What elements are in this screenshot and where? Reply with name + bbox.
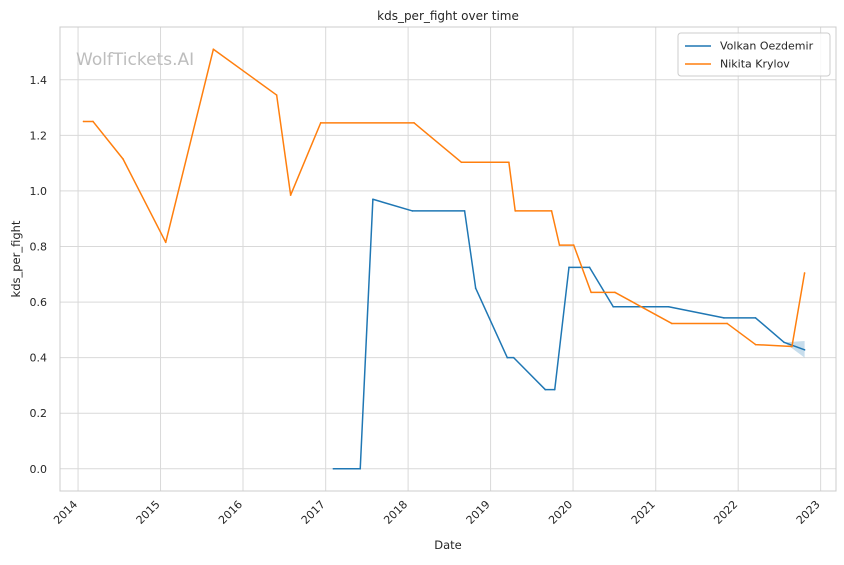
y-tick-label: 0.2 xyxy=(30,407,48,420)
data-point-nikita-krylov xyxy=(590,291,592,294)
legend-label-volkan: Volkan Oezdemir xyxy=(720,40,814,53)
y-tick-label: 1.2 xyxy=(30,129,48,142)
x-tick-label: 2016 xyxy=(216,498,245,527)
data-point-nikita-krylov xyxy=(92,120,94,123)
x-tick-labels: 2014 2015 2016 2017 2018 2019 2020 2021 2022 2023 xyxy=(51,498,823,527)
watermark-text: WolfTickets.AI xyxy=(76,50,194,70)
data-point-nikita-krylov xyxy=(803,272,806,274)
data-point-volkan-oezdemir xyxy=(568,266,570,269)
x-tick-label: 2019 xyxy=(464,498,493,527)
data-point-nikita-krylov xyxy=(572,244,575,246)
data-point-nikita-krylov xyxy=(550,210,553,212)
data-point-volkan-oezdemir xyxy=(754,317,757,319)
y-axis-label: kds_per_fight xyxy=(9,220,23,297)
data-point-volkan-oezdemir xyxy=(359,467,362,470)
data-point-nikita-krylov xyxy=(413,122,415,124)
confidence-band-volkan-oezdemir xyxy=(784,340,805,358)
y-tick-label: 0.8 xyxy=(30,240,48,253)
data-point-volkan-oezdemir xyxy=(588,266,591,269)
grid-lines xyxy=(60,27,836,491)
data-point-volkan-oezdemir xyxy=(506,356,509,359)
x-tick-label: 2018 xyxy=(381,498,410,527)
data-point-volkan-oezdemir xyxy=(372,198,374,201)
data-point-nikita-krylov xyxy=(726,322,728,325)
series-lines xyxy=(82,48,806,470)
x-tick-label: 2023 xyxy=(794,498,823,527)
legend-label-nikita: Nikita Krylov xyxy=(720,58,790,71)
data-point-volkan-oezdemir xyxy=(667,305,670,308)
x-tick-label: 2021 xyxy=(629,498,658,527)
y-tick-label: 1.4 xyxy=(30,74,48,87)
data-point-volkan-oezdemir xyxy=(332,467,335,470)
data-point-volkan-oezdemir xyxy=(512,356,515,359)
data-point-nikita-krylov xyxy=(275,94,278,96)
y-tick-labels: 0.0 0.2 0.4 0.6 0.8 1.0 1.2 1.4 xyxy=(30,74,48,476)
x-tick-label: 2022 xyxy=(711,498,740,527)
y-tick-label: 0.0 xyxy=(30,463,48,476)
y-tick-label: 0.4 xyxy=(30,352,48,365)
data-point-volkan-oezdemir xyxy=(553,388,556,391)
x-tick-label: 2017 xyxy=(299,498,328,527)
x-tick-label: 2014 xyxy=(51,498,80,527)
data-point-nikita-krylov xyxy=(558,244,561,246)
data-point-nikita-krylov xyxy=(614,291,616,294)
data-point-nikita-krylov xyxy=(319,122,322,124)
data-point-nikita-krylov xyxy=(514,210,517,212)
series-line-volkan-oezdemir xyxy=(333,198,805,470)
data-point-nikita-krylov xyxy=(670,322,673,325)
data-point-volkan-oezdemir xyxy=(612,305,615,308)
legend: Volkan Oezdemir Nikita Krylov xyxy=(677,32,831,77)
data-point-nikita-krylov xyxy=(212,48,215,51)
confidence-bands xyxy=(784,340,805,358)
y-tick-label: 1.0 xyxy=(30,185,48,198)
legend-box xyxy=(677,32,831,77)
plot-background xyxy=(60,27,836,491)
x-tick-label: 2015 xyxy=(134,498,163,527)
chart-title: kds_per_fight over time xyxy=(377,9,519,23)
data-point-nikita-krylov xyxy=(508,161,510,164)
data-point-volkan-oezdemir xyxy=(544,388,547,391)
x-tick-label: 2020 xyxy=(546,498,575,527)
data-point-nikita-krylov xyxy=(122,158,124,160)
data-point-nikita-krylov xyxy=(289,194,292,196)
y-tick-label: 0.6 xyxy=(30,296,48,309)
data-point-nikita-krylov xyxy=(791,345,793,348)
data-point-volkan-oezdemir xyxy=(803,349,806,351)
data-point-nikita-krylov xyxy=(164,241,167,244)
data-point-nikita-krylov xyxy=(460,161,463,164)
data-point-volkan-oezdemir xyxy=(474,287,477,289)
series-line-nikita-krylov xyxy=(83,48,806,348)
data-point-volkan-oezdemir xyxy=(723,317,725,319)
data-point-volkan-oezdemir xyxy=(411,210,414,212)
plot-frame xyxy=(59,26,837,492)
data-point-nikita-krylov xyxy=(754,343,757,346)
data-point-nikita-krylov xyxy=(82,120,85,123)
data-point-volkan-oezdemir xyxy=(783,341,785,344)
data-point-volkan-oezdemir xyxy=(463,210,466,212)
x-axis-label: Date xyxy=(434,538,462,552)
